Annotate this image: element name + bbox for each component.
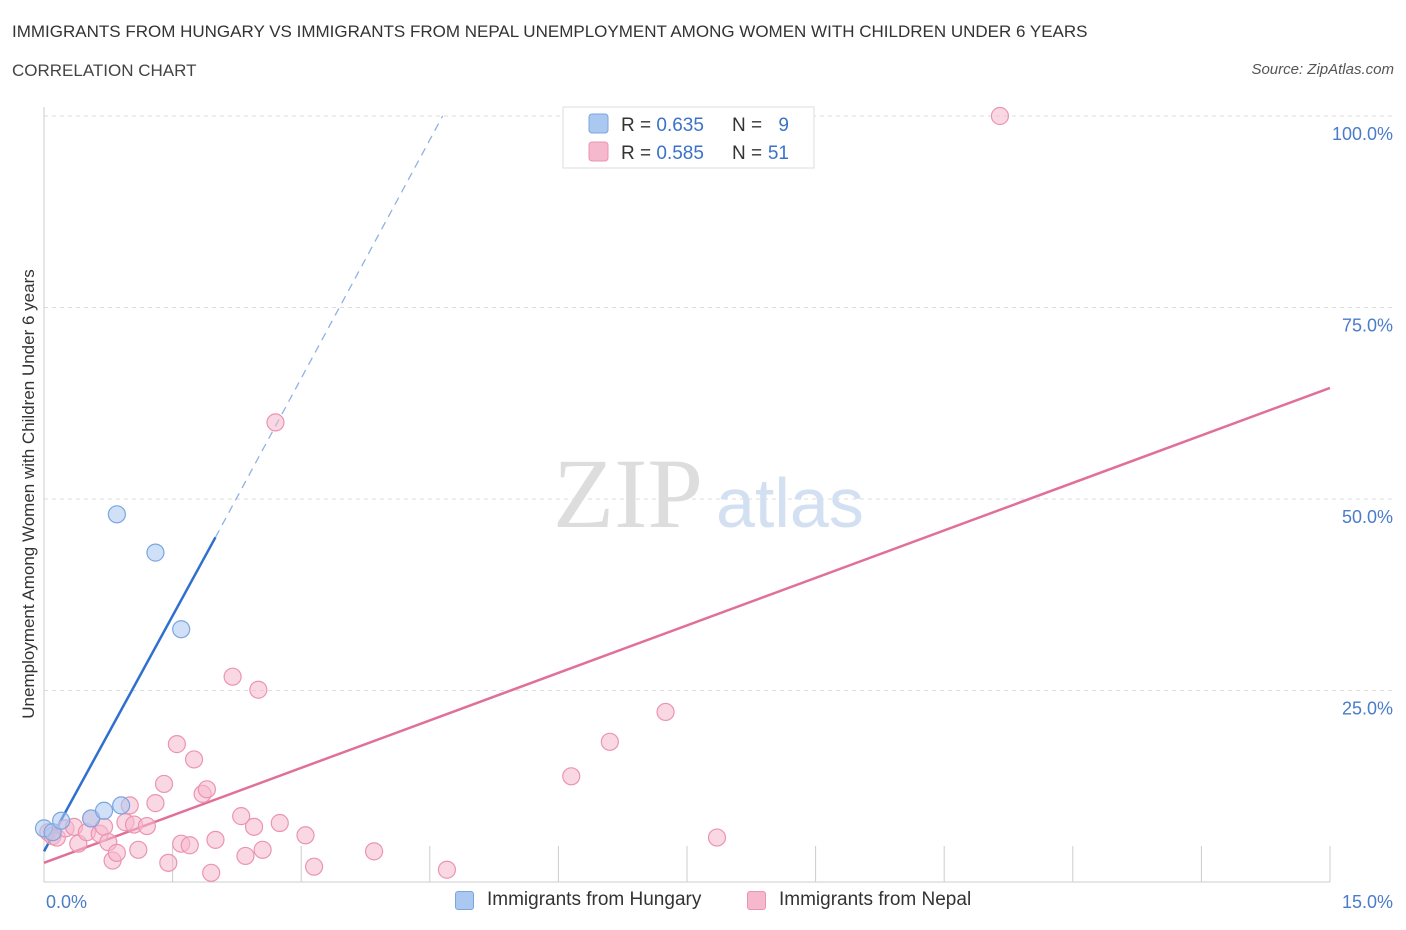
point-nepal[interactable] <box>180 836 199 855</box>
gridlines <box>44 115 1393 691</box>
legend-item-nepal[interactable]: Immigrants from Nepal <box>747 889 971 911</box>
point-hungary[interactable] <box>52 811 71 830</box>
svg-text:R = 0.585: R = 0.585 <box>621 143 704 164</box>
point-hungary[interactable] <box>94 801 114 820</box>
x-tick-label-max: 15.0% <box>1342 892 1393 912</box>
chart-title: IMMIGRANTS FROM HUNGARY VS IMMIGRANTS FR… <box>12 22 1088 41</box>
point-nepal[interactable] <box>223 667 242 686</box>
point-nepal[interactable] <box>129 840 148 859</box>
point-nepal[interactable] <box>990 106 1010 126</box>
trend-line-hungary-extension <box>214 115 444 538</box>
point-nepal[interactable] <box>159 853 178 872</box>
point-nepal[interactable] <box>364 842 384 861</box>
point-nepal[interactable] <box>253 840 272 859</box>
point-nepal[interactable] <box>146 794 165 813</box>
point-nepal[interactable] <box>184 750 204 769</box>
y-tick-labels: 100.0% 75.0% 50.0% 25.0% <box>1332 124 1393 719</box>
point-hungary[interactable] <box>146 543 165 562</box>
svg-text:N =: N = <box>732 143 762 164</box>
point-nepal[interactable] <box>236 846 255 866</box>
point-nepal[interactable] <box>600 732 619 751</box>
stats-swatch-hungary <box>588 113 609 134</box>
stats-r-value-nepal: 0.585 <box>656 143 704 164</box>
trend-line-hungary <box>42 536 217 852</box>
stats-r-label-hungary: R = <box>621 115 656 136</box>
legend-swatch-nepal <box>747 890 766 910</box>
y-tick-label-50: 50.0% <box>1342 507 1393 527</box>
point-nepal[interactable] <box>167 735 186 754</box>
legend-item-hungary[interactable]: Immigrants from Hungary <box>455 889 701 911</box>
point-hungary[interactable] <box>107 505 126 524</box>
point-nepal[interactable] <box>154 774 174 794</box>
trend-line-nepal <box>43 386 1331 865</box>
x-ticks <box>172 846 1331 882</box>
point-nepal[interactable] <box>206 830 225 849</box>
point-nepal[interactable] <box>437 860 457 879</box>
point-nepal[interactable] <box>197 780 216 799</box>
point-nepal[interactable] <box>232 807 251 826</box>
point-nepal[interactable] <box>562 767 581 786</box>
legend-label-hungary: Immigrants from Hungary <box>487 889 702 910</box>
legend-swatch-hungary <box>455 890 474 910</box>
point-hungary[interactable] <box>172 620 191 639</box>
watermark-atlas: atlas <box>716 464 864 542</box>
stats-n-value-hungary: 9 <box>778 115 789 136</box>
point-nepal[interactable] <box>137 816 156 836</box>
legend-label-nepal: Immigrants from Nepal <box>779 889 972 910</box>
point-nepal[interactable] <box>707 828 727 847</box>
stats-r-label-nepal: R = <box>621 143 656 164</box>
data-points <box>34 106 1010 882</box>
point-nepal[interactable] <box>244 817 264 836</box>
x-tick-label-min: 0.0% <box>46 892 87 912</box>
source-credit: Source: ZipAtlas.com <box>1251 61 1394 78</box>
svg-text:N =: N = <box>732 115 762 136</box>
stats-r-value-hungary: 0.635 <box>656 115 704 136</box>
y-axis-title: Unemployment Among Women with Children U… <box>19 269 38 718</box>
stats-n-label-nepal: N = <box>732 143 762 164</box>
point-nepal[interactable] <box>202 863 221 882</box>
stats-n-label-hungary: N = <box>732 115 762 136</box>
trend-lines <box>42 115 1331 865</box>
stats-swatch-nepal <box>588 141 609 162</box>
stats-n-value-nepal: 51 <box>768 143 789 164</box>
point-nepal[interactable] <box>107 843 126 862</box>
y-tick-label-75: 75.0% <box>1342 316 1393 336</box>
series-legend: Immigrants from Hungary Immigrants from … <box>0 889 1406 917</box>
stats-legend: R = 0.635 N = 9 R = 0.585 N = 51 <box>562 106 815 169</box>
point-nepal[interactable] <box>270 813 289 833</box>
point-nepal[interactable] <box>249 680 268 699</box>
y-tick-label-25: 25.0% <box>1342 699 1393 719</box>
svg-text:R = 0.635: R = 0.635 <box>621 115 704 136</box>
point-hungary[interactable] <box>112 796 131 815</box>
y-tick-label-100: 100.0% <box>1332 124 1393 144</box>
watermark: ZIP atlas <box>553 438 864 549</box>
point-nepal[interactable] <box>296 826 315 845</box>
chart-subtitle: CORRELATION CHART <box>12 61 197 80</box>
point-nepal[interactable] <box>304 857 324 876</box>
watermark-zip: ZIP <box>553 438 703 549</box>
point-nepal[interactable] <box>266 413 285 432</box>
point-nepal[interactable] <box>656 702 675 722</box>
